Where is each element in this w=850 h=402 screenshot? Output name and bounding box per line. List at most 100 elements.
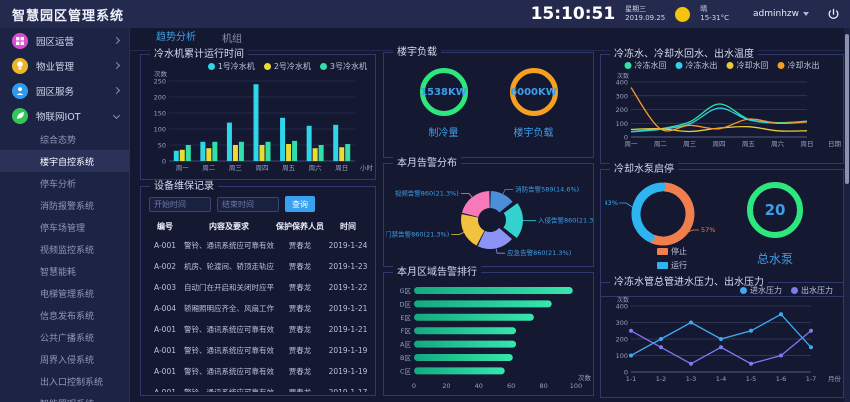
svg-text:50: 50	[158, 142, 166, 150]
svg-text:100: 100	[570, 382, 582, 390]
legend-label: 冷却水回	[736, 61, 769, 70]
svg-text:次数: 次数	[154, 71, 168, 78]
table-cell: A-001	[154, 241, 176, 250]
sidebar-subitem[interactable]: 公共广播系统	[40, 333, 95, 344]
scrollbar-thumb[interactable]	[845, 34, 849, 184]
legend-label: 冷冻水回	[634, 61, 667, 70]
water-pressure-legend: 进水压力 出水压力	[740, 285, 833, 296]
table-row: A-002 机房、轮渡间、轿顶走轨应清理 贾春龙 2019-1-23	[146, 256, 370, 277]
legend-item[interactable]: 停止	[657, 246, 687, 257]
table-cell: A-002	[154, 262, 176, 271]
sidebar-item-2[interactable]: 物业管理	[0, 53, 129, 78]
sidebar-item-1[interactable]: 园区运营	[0, 28, 129, 53]
svg-text:周五: 周五	[282, 164, 296, 172]
legend-item[interactable]: 冷却水回	[726, 60, 769, 71]
svg-text:1-7: 1-7	[806, 375, 817, 383]
table-cell: 2019-1-24	[328, 241, 368, 250]
legend-item[interactable]: 冷却水出	[777, 60, 820, 71]
svg-text:300: 300	[616, 92, 628, 100]
svg-text:周三: 周三	[229, 164, 243, 172]
svg-text:周一: 周一	[176, 164, 190, 172]
sidebar-subitem[interactable]: 出入口控制系统	[40, 377, 104, 388]
sidebar: 园区运营 物业管理园区服务物联网IOT 综合态势楼宇自控系统停车分析消防报警系统停…	[0, 28, 130, 402]
svg-text:100: 100	[616, 352, 628, 360]
gauge-ring: 6000KW	[509, 68, 558, 116]
svg-text:小时: 小时	[360, 163, 374, 172]
panel-title: 冷冻水管总管进水压力、出水压力	[610, 276, 768, 289]
panel-area-alarm-rank: 本月区域告警排行 G区 D区 E区 F区 A区 B区 C区 0 20 40 60 80 100 次数	[383, 266, 594, 396]
svg-text:次数: 次数	[578, 373, 592, 382]
chevron-right-icon	[112, 61, 121, 70]
tab-机组[interactable]: 机组	[222, 34, 242, 45]
sidebar-subitem[interactable]: 周界入侵系统	[40, 355, 95, 366]
legend-item[interactable]: 冷冻水回	[624, 60, 667, 71]
table-cell: 贾春龙	[288, 304, 312, 313]
total-pump-value: 20	[764, 201, 786, 219]
panel-building-load: 楼宇负载 1538KW 制冷量 6000KW 楼宇负载	[383, 46, 594, 158]
start-time-input[interactable]	[149, 196, 211, 212]
sidebar-item-label: 园区服务	[36, 86, 75, 98]
pump-status-donut: 43% 57%	[605, 182, 715, 246]
table-cell: 警铃、通讯系统应可靠有效	[184, 325, 274, 334]
sidebar-subitem[interactable]: 综合态势	[40, 135, 77, 146]
chevron-right-icon	[112, 36, 121, 45]
svg-text:60: 60	[507, 382, 515, 390]
table-cell: A-004	[154, 304, 176, 313]
date-label: 2019.09.25	[625, 14, 666, 22]
svg-text:周六: 周六	[309, 163, 323, 172]
legend-swatch	[263, 63, 271, 70]
column-header: 编号	[157, 222, 173, 231]
svg-text:100: 100	[616, 120, 628, 128]
legend-item[interactable]: 冷冻水出	[675, 60, 718, 71]
legend-label: 出水压力	[801, 286, 833, 295]
table-cell: 贾春龙	[288, 262, 312, 271]
sidebar-item-3[interactable]: 园区服务	[0, 78, 129, 103]
table-row: A-001 警铃、通讯系统应可靠有效 贾春龙 2019-1-24	[146, 235, 370, 256]
legend-item[interactable]: 1号冷水机	[207, 61, 255, 72]
tab-趋势分析[interactable]: 趋势分析	[156, 28, 196, 50]
sidebar-subitem[interactable]: 智能照明系统	[0, 392, 129, 402]
svg-text:周日: 周日	[801, 140, 814, 148]
table-cell: A-001	[146, 388, 184, 392]
gauge-label: 制冷量	[428, 128, 459, 139]
svg-text:周五: 周五	[742, 140, 756, 148]
svg-text:月份: 月份	[828, 374, 842, 383]
legend-item[interactable]: 出水压力	[791, 285, 833, 296]
sidebar-subitem[interactable]: 停车分析	[40, 179, 77, 190]
building-load-gauges: 1538KW 制冷量 6000KW 楼宇负载	[384, 53, 593, 139]
svg-text:视频告警860(21.3%): 视频告警860(21.3%)	[395, 188, 459, 197]
svg-text:1-1: 1-1	[626, 375, 637, 383]
svg-text:周四: 周四	[713, 140, 726, 148]
power-button[interactable]	[827, 8, 840, 21]
pump-status-legend: 停止 运行	[657, 246, 687, 271]
svg-text:应急告警860(21.3%): 应急告警860(21.3%)	[507, 248, 571, 257]
sidebar-subitem[interactable]: 电梯管理系统	[40, 289, 95, 300]
sidebar-subitem[interactable]: 消防报警系统	[40, 201, 95, 212]
legend-item[interactable]: 进水压力	[740, 285, 782, 296]
sidebar-subitem[interactable]: 楼宇自控系统	[0, 150, 129, 172]
sidebar-subitem[interactable]: 视频监控系统	[40, 245, 95, 256]
header: 智慧园区管理系统 15:10:51 星期三 2019.09.25 晴 15-31…	[0, 0, 850, 28]
maintenance-table: 编号 内容及要求 保护保养人员 时间 A-001 警铃、通讯系统应可靠有效 贾春龙 2019-…	[146, 218, 370, 392]
search-button[interactable]: 查询	[285, 196, 315, 212]
sidebar-subitem[interactable]: 信息发布系统	[40, 311, 95, 322]
legend-item[interactable]: 运行	[657, 260, 687, 271]
table-cell: 警铃、通讯系统应可靠有效	[184, 387, 274, 392]
legend-swatch	[791, 287, 798, 294]
panel-title: 冷水机累计运行时间	[150, 48, 248, 61]
legend-item[interactable]: 2号冷水机	[263, 61, 311, 72]
table-row: A-001 警铃、通讯系统应可靠有效 贾春龙 2019-1-19	[146, 340, 370, 361]
svg-text:40: 40	[475, 382, 483, 390]
sidebar-subitem[interactable]: 智慧能耗	[40, 267, 77, 278]
sidebar-item-4[interactable]: 物联网IOT	[0, 103, 129, 128]
table-cell: 自动门在开启和关闭时应平稳无震荡	[184, 283, 274, 292]
end-time-input[interactable]	[217, 196, 279, 212]
sidebar-subitem[interactable]: 停车场管理	[40, 223, 86, 234]
svg-text:0: 0	[412, 382, 416, 390]
user-menu[interactable]: adminhzw	[753, 9, 809, 19]
legend-item[interactable]: 3号冷水机	[319, 61, 367, 72]
scrollbar[interactable]	[844, 28, 850, 402]
maintenance-filter: 查询	[149, 196, 315, 212]
